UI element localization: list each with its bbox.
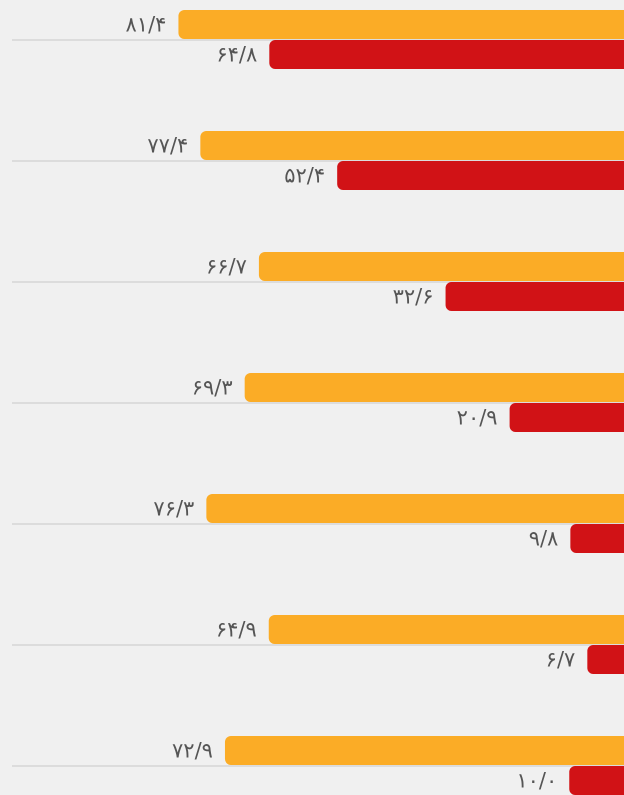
- value-label: ۵۲/۴: [284, 164, 325, 188]
- bar: [268, 615, 624, 644]
- bar: [570, 524, 624, 553]
- value-label: ۶۹/۳: [192, 376, 233, 400]
- value-label: ۷۲/۹: [172, 739, 213, 763]
- bar: [200, 131, 624, 160]
- bar: [224, 736, 624, 765]
- bar: [258, 252, 624, 281]
- bar: [569, 766, 624, 795]
- bar: [337, 161, 624, 190]
- bar: [587, 645, 624, 674]
- value-label: ۲۰/۹: [457, 406, 498, 430]
- value-label: ۶۴/۸: [216, 43, 257, 67]
- bar: [178, 10, 624, 39]
- bar: [509, 403, 624, 432]
- bar: [269, 40, 624, 69]
- value-label: ۷۶/۳: [153, 497, 194, 521]
- value-label: ۸۱/۴: [126, 13, 167, 37]
- bar: [445, 282, 624, 311]
- value-label: ۶۴/۹: [216, 618, 257, 642]
- value-label: ۶۶/۷: [206, 255, 247, 279]
- value-label: ۳۲/۶: [393, 285, 434, 309]
- value-label: ۹/۸: [529, 527, 559, 551]
- bar: [244, 373, 624, 402]
- value-label: ۱۰/۰: [516, 769, 557, 793]
- bar: [206, 494, 624, 523]
- value-label: ۶/۷: [546, 648, 576, 672]
- value-label: ۷۷/۴: [147, 134, 188, 158]
